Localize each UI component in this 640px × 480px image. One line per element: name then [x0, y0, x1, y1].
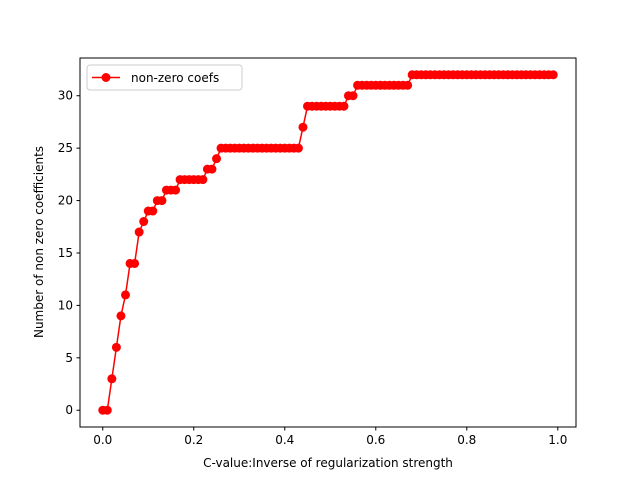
data-point	[548, 70, 558, 80]
y-tick-label: 10	[58, 298, 73, 312]
y-tick-label: 15	[58, 246, 73, 260]
data-point	[121, 290, 130, 300]
data-point	[157, 196, 167, 206]
x-tick-label: 0.2	[184, 433, 203, 447]
data-point	[102, 405, 112, 415]
y-axis-ticks: 0 5 10 15 20 25 30	[58, 89, 80, 417]
x-tick-label: 0.6	[366, 433, 385, 447]
data-point	[116, 311, 126, 321]
data-point	[298, 122, 308, 132]
legend-box	[86, 64, 243, 91]
y-tick-label: 25	[58, 141, 73, 155]
legend-marker-swatch	[101, 73, 111, 82]
x-tick-label: 0.8	[457, 433, 476, 447]
y-axis-label: Number of non zero coefficients	[32, 146, 46, 338]
data-point	[134, 227, 144, 237]
data-point	[107, 374, 117, 384]
y-tick-label: 20	[58, 194, 73, 208]
x-axis-ticks: 0.0 0.2 0.4 0.6 0.8 1.0	[93, 427, 567, 447]
y-tick-label: 5	[65, 351, 73, 365]
data-point	[339, 101, 349, 111]
x-tick-label: 0.0	[93, 433, 112, 447]
data-point	[403, 80, 413, 90]
data-point	[111, 342, 121, 352]
plot-frame	[79, 57, 577, 428]
data-point	[139, 217, 149, 227]
data-point	[348, 91, 358, 101]
data-point	[293, 143, 303, 153]
plot-area	[80, 58, 576, 427]
y-tick-label: 0	[65, 403, 73, 417]
x-axis-label: C-value:Inverse of regularization streng…	[203, 456, 453, 470]
data-point	[207, 164, 217, 174]
data-point	[171, 185, 181, 195]
data-point	[212, 154, 222, 164]
legend-label: non-zero coefs	[131, 71, 219, 85]
legend: non-zero coefs	[86, 64, 243, 91]
data-point	[198, 175, 208, 185]
x-tick-label: 0.4	[275, 433, 294, 447]
data-point	[130, 258, 140, 268]
y-tick-label: 30	[58, 89, 73, 103]
x-tick-label: 1.0	[548, 433, 567, 447]
data-point	[148, 206, 158, 216]
series-layer	[98, 70, 558, 415]
